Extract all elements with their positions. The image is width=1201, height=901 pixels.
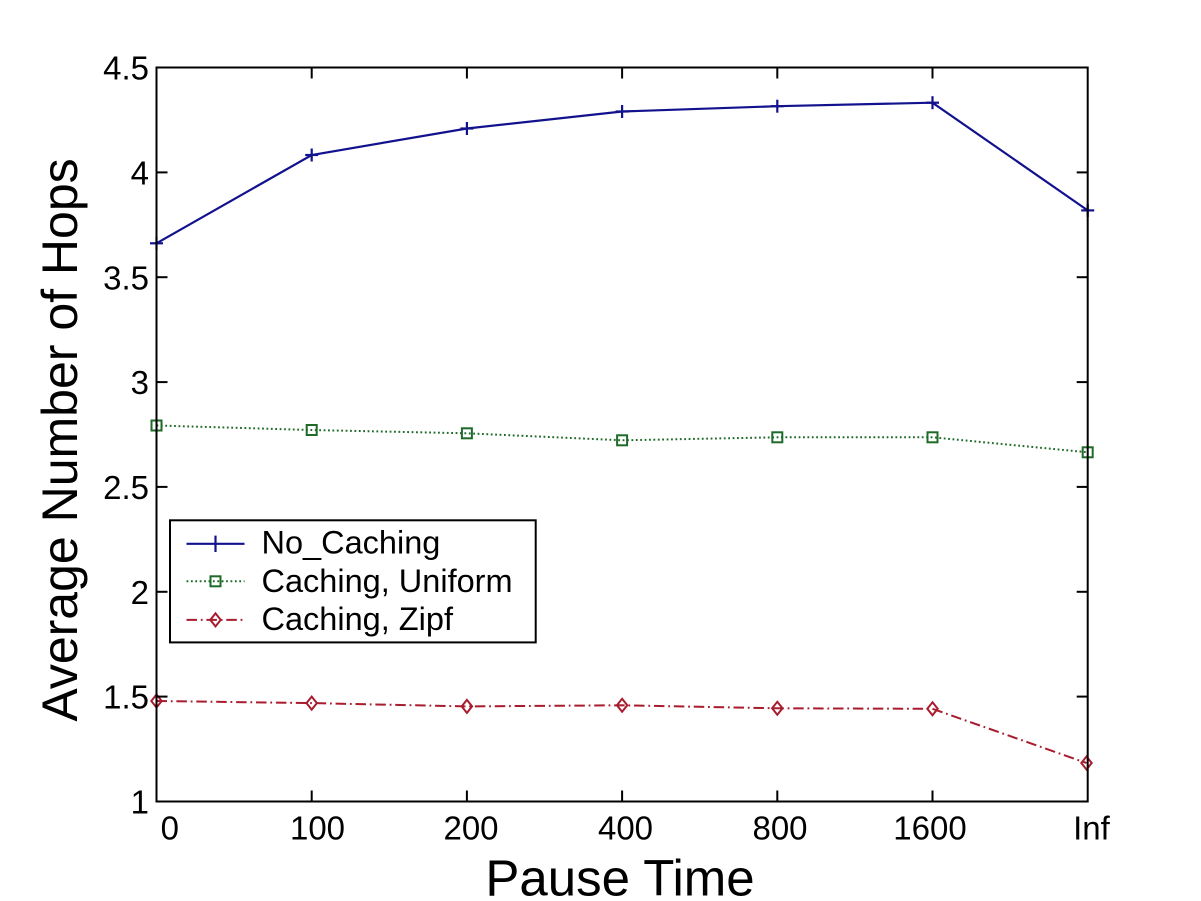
svg-text:4.5: 4.5 bbox=[103, 50, 149, 87]
svg-text:Average Number of Hops: Average Number of Hops bbox=[32, 158, 88, 721]
svg-text:Inf: Inf bbox=[1073, 809, 1111, 846]
svg-text:4: 4 bbox=[131, 155, 149, 192]
svg-text:1.5: 1.5 bbox=[103, 679, 149, 716]
svg-text:3.5: 3.5 bbox=[103, 259, 149, 296]
svg-text:3: 3 bbox=[131, 364, 149, 401]
svg-text:2: 2 bbox=[131, 574, 149, 611]
svg-text:2.5: 2.5 bbox=[103, 469, 149, 506]
svg-text:400: 400 bbox=[598, 809, 653, 846]
svg-text:No_Caching: No_Caching bbox=[262, 524, 441, 560]
svg-text:100: 100 bbox=[290, 809, 345, 846]
svg-text:Pause Time: Pause Time bbox=[485, 850, 754, 901]
svg-text:200: 200 bbox=[443, 809, 498, 846]
svg-text:Caching, Zipf: Caching, Zipf bbox=[262, 601, 454, 637]
svg-text:Caching, Uniform: Caching, Uniform bbox=[262, 563, 513, 599]
svg-text:800: 800 bbox=[752, 809, 807, 846]
svg-text:1: 1 bbox=[131, 784, 149, 821]
svg-text:0: 0 bbox=[161, 809, 179, 846]
svg-text:1600: 1600 bbox=[893, 809, 966, 846]
